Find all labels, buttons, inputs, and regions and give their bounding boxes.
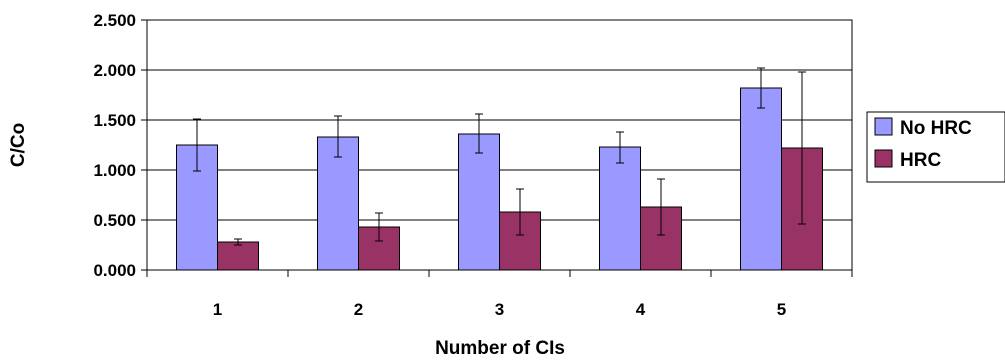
- x-tick-label: 1: [213, 300, 222, 319]
- y-tick-label: 0.500: [93, 211, 136, 230]
- legend: No HRC HRC: [866, 111, 1005, 183]
- legend-swatch-hrc: [874, 149, 893, 168]
- x-axis-ticks: 1 2 3 4 5: [146, 270, 853, 319]
- x-tick-label: 5: [777, 300, 786, 319]
- bar: [458, 133, 500, 271]
- y-axis-ticks: 0.000 0.500 1.000 1.500 2.000 2.500: [93, 11, 147, 280]
- y-tick-label: 1.500: [93, 111, 136, 130]
- x-tick-label: 4: [636, 300, 646, 319]
- bar: [358, 226, 400, 271]
- bar: [217, 241, 259, 271]
- bar: [740, 87, 782, 271]
- y-axis-title: C/Co: [8, 123, 29, 167]
- x-axis-title: Number of CIs: [435, 338, 565, 359]
- y-tick-label: 0.000: [93, 261, 136, 280]
- legend-swatch-no-hrc: [874, 117, 893, 136]
- bars: [176, 87, 823, 271]
- x-tick-label: 2: [354, 300, 363, 319]
- legend-label-hrc: HRC: [900, 150, 941, 171]
- bar: [599, 146, 641, 271]
- x-tick-label: 3: [495, 300, 504, 319]
- y-tick-label: 2.000: [93, 61, 136, 80]
- error-bars: [193, 67, 806, 246]
- legend-label-no-hrc: No HRC: [900, 118, 972, 139]
- y-tick-label: 1.000: [93, 161, 136, 180]
- y-tick-label: 2.500: [93, 11, 136, 30]
